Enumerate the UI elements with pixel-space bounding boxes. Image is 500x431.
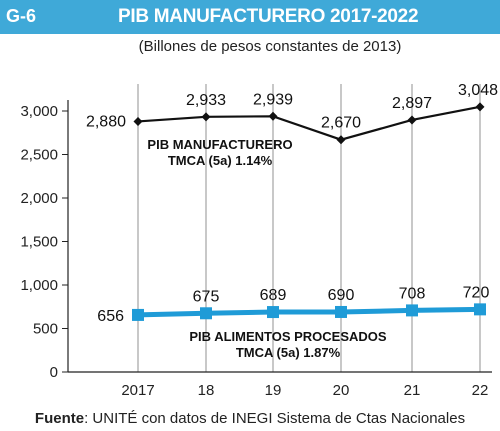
- data-label-manufacturero-4: 2,897: [392, 95, 432, 112]
- y-tick-label-6: 3,000: [20, 103, 58, 120]
- data-label-manufacturero-2: 2,939: [253, 91, 293, 108]
- chart-title: PIB MANUFACTURERO 2017-2022: [118, 6, 419, 27]
- data-label-alimentos-0: 656: [97, 308, 124, 325]
- annotation-manufacturero-name: PIB MANUFACTURERO: [147, 137, 292, 152]
- data-label-alimentos-5: 720: [463, 284, 490, 301]
- source-text: : UNITÉ con datos de INEGI Sistema de Ct…: [84, 410, 466, 427]
- point-alimentos-4: [406, 304, 418, 317]
- point-alimentos-3: [335, 305, 347, 318]
- y-tick-label-3: 1,500: [20, 234, 58, 251]
- source-label: Fuente: [34, 410, 85, 427]
- x-tick-label-1: 18: [198, 382, 215, 399]
- point-alimentos-2: [267, 306, 279, 319]
- annotation-alimentos-tmca: TMCA (5a) 1.87%: [236, 345, 341, 360]
- point-alimentos-5: [474, 303, 486, 316]
- point-manufacturero-4: [407, 115, 417, 125]
- x-tick-label-2: 19: [265, 382, 282, 399]
- annotation-manufacturero-tmca: TMCA (5a) 1.14%: [168, 153, 273, 168]
- y-tick-label-1: 500: [33, 321, 58, 338]
- y-tick-label-0: 0: [50, 364, 58, 381]
- y-tick-label-2: 1,000: [20, 277, 58, 294]
- point-manufacturero-3: [336, 135, 346, 145]
- data-label-alimentos-2: 689: [260, 287, 287, 304]
- data-label-manufacturero-0: 2,880: [86, 113, 126, 130]
- point-manufacturero-2: [268, 111, 278, 121]
- series-line-alimentos: [137, 306, 481, 318]
- data-label-manufacturero-5: 3,048: [458, 82, 498, 99]
- point-manufacturero-5: [475, 102, 485, 112]
- data-label-alimentos-1: 675: [193, 288, 220, 305]
- figure-id: G-6: [6, 6, 37, 26]
- header-bar: G-6 PIB MANUFACTURERO 2017-2022: [0, 0, 500, 34]
- chart-subtitle: (Billones de pesos constantes de 2013): [138, 38, 402, 55]
- x-tick-label-4: 21: [404, 382, 421, 399]
- data-label-alimentos-4: 708: [399, 285, 426, 302]
- y-tick-label-4: 2,000: [20, 190, 58, 207]
- data-label-manufacturero-1: 2,933: [186, 92, 226, 109]
- point-manufacturero-1: [201, 112, 211, 122]
- data-label-manufacturero-3: 2,670: [321, 115, 361, 132]
- data-label-alimentos-3: 690: [328, 287, 355, 304]
- y-tick-label-5: 2,500: [20, 147, 58, 164]
- x-tick-label-5: 22: [472, 382, 489, 399]
- source-note: Fuente: UNITÉ con datos de INEGI Sistema…: [0, 410, 500, 427]
- x-tick-label-0: 2017: [121, 382, 154, 399]
- series-line-manufacturero: [137, 105, 481, 141]
- point-alimentos-0: [132, 308, 144, 321]
- annotation-alimentos-name: PIB ALIMENTOS PROCESADOS: [189, 329, 387, 344]
- x-tick-label-3: 20: [333, 382, 350, 399]
- point-alimentos-1: [200, 307, 212, 320]
- point-manufacturero-0: [133, 116, 143, 126]
